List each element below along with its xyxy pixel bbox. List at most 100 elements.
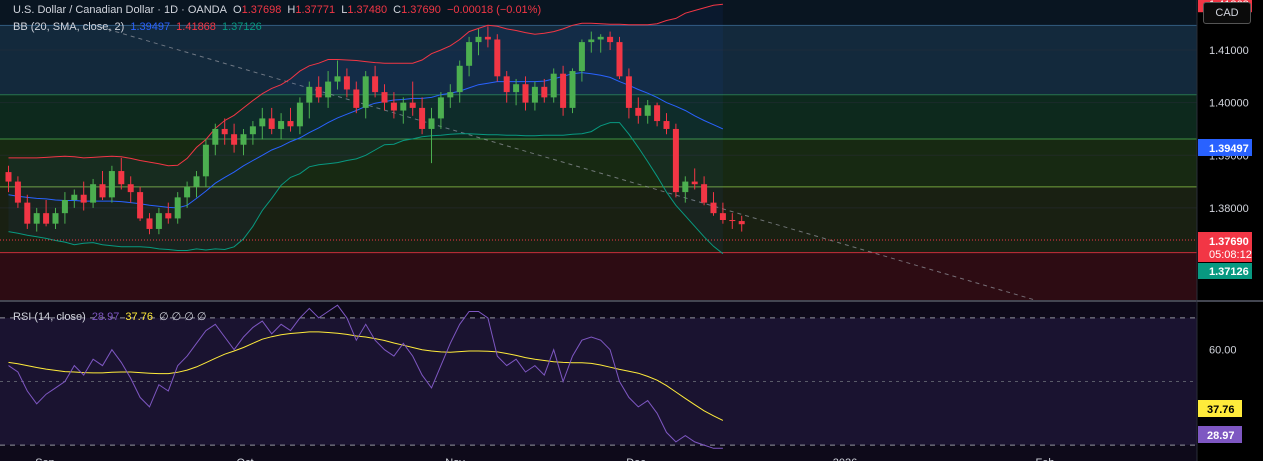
ohlc-change: −0.00018 (−0.01%) [446,4,542,16]
candle-body [466,42,473,66]
time-tick-label: Oct [236,457,253,461]
ohlc-low: 1.37480 [347,4,388,16]
rsi-legend[interactable]: RSI (14, close) 28.97 37.76 ∅ ∅ ∅ ∅ [13,310,210,324]
candle-body [259,118,266,127]
candle-body [99,184,106,198]
candle-body [682,181,689,193]
candle-body [616,42,623,77]
candle-body [71,194,78,200]
ohlc-open: 1.37698 [241,4,282,16]
candle-body [24,202,31,224]
candle-body [212,128,219,145]
last-price-tag [1198,232,1252,262]
candle-body [522,84,529,103]
candle-body [353,89,360,108]
price-tick-label: 1.40000 [1209,98,1249,110]
symbol-title[interactable]: U.S. Dollar / Canadian Dollar · 1D · OAN… [13,4,227,16]
candle-body [14,181,21,203]
rsi-empty-values: ∅ ∅ ∅ ∅ [159,311,207,323]
fib-zone [0,94,1197,139]
candle-body [137,192,144,219]
candle-body [90,184,97,203]
candle-body [278,121,285,129]
rsi-ma-line [8,331,724,421]
candle-body [287,121,294,127]
bb-legend[interactable]: BB (20, SMA, close, 2) 1.39497 1.41868 1… [13,20,265,34]
axis-background [1197,0,1263,461]
currency-button[interactable]: CAD [1203,2,1251,24]
candle-body [607,36,614,43]
ohlc-open-label: O [233,4,242,16]
trend-line[interactable] [99,26,1036,301]
symbol-header: U.S. Dollar / Canadian Dollar · 1D · OAN… [13,3,544,17]
candle-body [127,184,134,193]
bb-lower-line [8,122,724,255]
rsi-ma-tag-label: 37.76 [1207,404,1235,416]
time-tick-label: 2026 [833,457,857,461]
price-tick-label: 1.38000 [1209,203,1249,215]
candle-body [456,65,463,93]
ohlc-close-label: C [393,4,402,16]
candle-body [531,86,538,103]
candle-body [550,73,557,98]
bb-lower-tag [1198,263,1252,279]
candle-body [193,176,200,187]
bb-lower-tag-label: 1.37126 [1209,266,1249,278]
bb-label: BB (20, SMA, close, 2) [13,21,125,33]
candle-body [569,71,576,108]
ohlc-high: 1.37771 [295,4,336,16]
rsi-label: RSI (14, close) [13,311,86,323]
rsi-ma-tag [1198,400,1242,417]
candle-body [184,186,191,198]
candle-body [541,86,548,98]
candle-body [701,184,708,203]
candle-body [296,102,303,127]
fib-zone [0,252,1197,300]
candle-body [268,118,275,129]
bb-lower-value: 1.37126 [221,21,262,33]
candle-body [202,144,209,177]
rsi-tag-label: 28.97 [1207,430,1235,442]
countdown-label: 05:08:12 [1209,249,1252,261]
candle-body [588,39,595,43]
candle-body [475,36,482,43]
candle-body [578,42,585,72]
bb-basis-value: 1.39497 [130,21,171,33]
candle-body [710,202,717,214]
fib-zone [0,186,1197,253]
candle-body [343,76,350,90]
candle-body [5,172,12,182]
rsi-ma-value: 37.76 [125,311,153,323]
candle-body [80,194,87,203]
rsi-value: 28.97 [91,311,120,323]
candle-body [61,200,68,214]
candle-body [372,76,379,93]
candle-body [325,81,332,98]
candle-body [249,126,256,135]
candle-body [409,102,416,108]
candle-body [644,105,651,116]
last-price-tag-label: 1.37690 [1209,236,1249,248]
candle-body [494,39,501,77]
price-axis: 1.380001.390001.400001.410001.418681.394… [1196,0,1263,461]
candle-body [419,107,426,129]
candle-body [315,86,322,98]
bb-basis-tag [1198,139,1252,156]
fib-zones [0,0,1197,300]
time-tick-label: Dec [626,457,646,461]
candle-body [672,128,679,193]
candle-body [738,221,745,225]
candle-body [625,76,632,108]
candle-body [663,121,670,129]
candle-body [155,213,162,229]
rsi-pane [0,302,1197,461]
price-tick-label: 1.41000 [1209,45,1249,57]
candle-body [33,213,40,224]
candle-body [513,84,520,93]
candle-body [691,181,698,185]
bb-upper-line [8,3,723,167]
candle-body [400,102,407,111]
grid [0,49,1197,209]
candle-body [390,102,397,111]
